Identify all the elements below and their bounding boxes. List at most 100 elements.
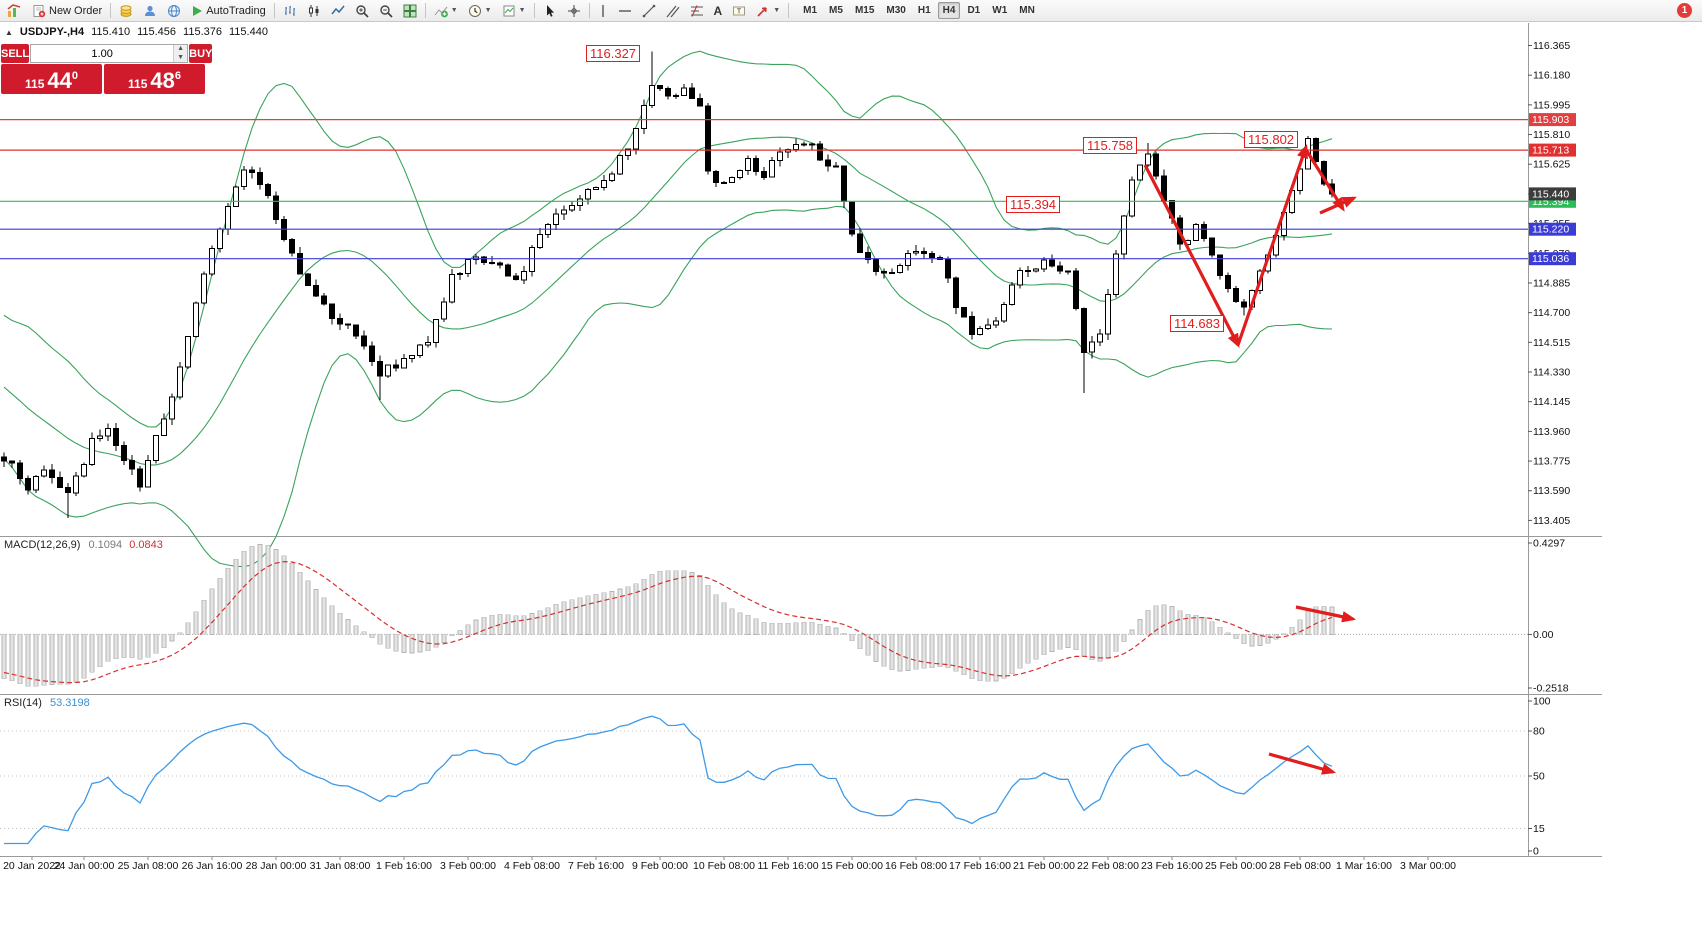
buy-button[interactable]: BUY	[189, 44, 213, 63]
price-line-badge-label: 115.220	[1532, 224, 1569, 236]
new-order-button[interactable]: New Order	[27, 1, 107, 20]
price-line-badge	[1529, 252, 1576, 266]
buy-price-button[interactable]: 115 48 6	[104, 64, 205, 94]
cursor-button[interactable]	[538, 1, 562, 20]
volume-up-button[interactable]: ▲	[174, 45, 188, 54]
vertical-line-button[interactable]	[593, 1, 613, 20]
fibonacci-button[interactable]	[685, 1, 709, 20]
periods-button[interactable]: ▼	[463, 1, 497, 20]
price-callout[interactable]: 116.327	[586, 45, 641, 62]
arrows-button[interactable]: ▼	[751, 1, 785, 20]
timeframe-button-m5[interactable]: M5	[829, 5, 843, 16]
timeframe-button-h1[interactable]: H1	[917, 5, 931, 16]
ohlc-open: 115.410	[91, 26, 131, 38]
volume-spinner: ▲ ▼	[173, 45, 188, 62]
price-callout[interactable]: 115.802	[1244, 131, 1299, 148]
bar-chart-button[interactable]	[278, 1, 302, 20]
rsi-scale-label: 15	[1533, 823, 1545, 835]
timeframe-button-m30[interactable]: M30	[886, 5, 906, 16]
sell-button[interactable]: SELL	[1, 44, 30, 63]
rsi-indicator-label: RSI(14) 53.3198	[4, 697, 90, 709]
one-click-trading-panel: SELL ▲ ▼ BUY 115 44 0 115 48 6	[1, 44, 213, 94]
text-button[interactable]: A	[709, 1, 728, 20]
price-tick-label: 113.405	[1533, 515, 1570, 527]
price-callout[interactable]: 114.683	[1170, 315, 1225, 332]
rsi-scale-label: 0	[1533, 846, 1539, 858]
sell-price-button[interactable]: 115 44 0	[1, 64, 102, 94]
toolbar-separator	[788, 3, 790, 18]
price-scale[interactable]: 116.365 116.180 115.995 115.810 115.625 115.4…	[1528, 40, 1570, 527]
autotrading-button[interactable]: AutoTrading	[186, 1, 271, 20]
trendline-button[interactable]	[637, 1, 661, 20]
candlestick-chart-button[interactable]	[302, 1, 326, 20]
chevron-down-icon: ▼	[518, 7, 526, 14]
rsi-scale-label: 100	[1533, 696, 1551, 708]
price-line-badge	[1529, 143, 1576, 157]
bollinger-lower-line	[3, 205, 1333, 567]
deposit-button[interactable]	[114, 1, 138, 20]
zoom-in-button[interactable]	[350, 1, 374, 20]
toolbar-separator	[588, 3, 590, 18]
price-callout[interactable]: 115.758	[1083, 137, 1138, 154]
community-button[interactable]	[162, 1, 186, 20]
time-axis-label: 4 Feb 08:00	[504, 860, 560, 872]
macd-scale-label: 0.4297	[1533, 538, 1565, 550]
bar-chart-icon	[283, 4, 297, 18]
time-axis-label: 9 Feb 00:00	[632, 860, 688, 872]
templates-button[interactable]: ▼	[497, 1, 531, 20]
price-tick-label: 114.700	[1533, 307, 1570, 319]
zoom-out-icon	[379, 4, 393, 18]
chart-header: ▲ USDJPY-,H4 115.410 115.456 115.376 115…	[5, 26, 268, 38]
macd-scale-label: 0.00	[1533, 629, 1554, 641]
toolbar-separator	[110, 3, 112, 18]
annotation-arrow[interactable]	[1303, 147, 1345, 212]
timeframe-button-h4[interactable]: H4	[937, 2, 961, 19]
symbol-period-label: USDJPY-,H4	[19, 26, 85, 38]
timeframe-button-w1[interactable]: W1	[992, 5, 1008, 16]
volume-down-button[interactable]: ▼	[174, 53, 188, 62]
crosshair-icon	[567, 4, 581, 18]
price-line-badge-label: 115.713	[1532, 145, 1569, 157]
timeframe-button-d1[interactable]: D1	[967, 5, 981, 16]
annotation-arrow[interactable]	[1236, 143, 1308, 346]
text-label-button[interactable]: T	[727, 1, 751, 20]
timeframe-button-m15[interactable]: M15	[854, 5, 875, 16]
price-tick-label: 115.995	[1533, 99, 1570, 111]
annotation-arrow[interactable]	[1295, 605, 1357, 623]
time-axis-label: 1 Mar 16:00	[1336, 860, 1392, 872]
time-axis-label: 3 Feb 00:00	[440, 860, 496, 872]
annotation-arrow[interactable]	[1268, 752, 1337, 775]
time-axis-label: 20 Jan 2022	[3, 860, 61, 872]
time-axis-label: 16 Feb 08:00	[885, 860, 947, 872]
one-click-collapse-icon[interactable]: ▲	[5, 27, 13, 37]
price-callout[interactable]: 115.394	[1006, 196, 1061, 213]
globe-icon	[167, 4, 181, 18]
time-axis-label: 28 Feb 08:00	[1269, 860, 1331, 872]
price-tick-label: 113.590	[1533, 485, 1570, 497]
line-chart-button[interactable]	[326, 1, 350, 20]
chevron-down-icon: ▼	[773, 7, 781, 14]
crosshair-button[interactable]	[562, 1, 586, 20]
indicators-button[interactable]: ▼	[429, 1, 463, 20]
annotation-arrow[interactable]	[1319, 196, 1357, 215]
timeframe-button-mn[interactable]: MN	[1019, 5, 1035, 16]
time-axis-label: 10 Feb 08:00	[693, 860, 755, 872]
profile-button[interactable]	[138, 1, 162, 20]
tile-windows-button[interactable]	[398, 1, 422, 20]
time-axis-label: 3 Mar 00:00	[1400, 860, 1456, 872]
arrow-tool-icon	[756, 4, 770, 18]
price-tick-label: 114.145	[1533, 396, 1570, 408]
zoom-out-button[interactable]	[374, 1, 398, 20]
channel-button[interactable]	[661, 1, 685, 20]
timeframe-button-m1[interactable]: M1	[803, 5, 818, 16]
volume-input[interactable]	[31, 45, 174, 62]
horizontal-line-button[interactable]	[613, 1, 637, 20]
volume-box: ▲ ▼	[30, 44, 189, 63]
notification-badge[interactable]: 1	[1677, 3, 1692, 18]
add-indicator-icon	[434, 4, 448, 18]
fibonacci-icon	[690, 4, 704, 18]
time-axis-label: 25 Feb 00:00	[1205, 860, 1267, 872]
rsi-line	[4, 715, 1333, 845]
